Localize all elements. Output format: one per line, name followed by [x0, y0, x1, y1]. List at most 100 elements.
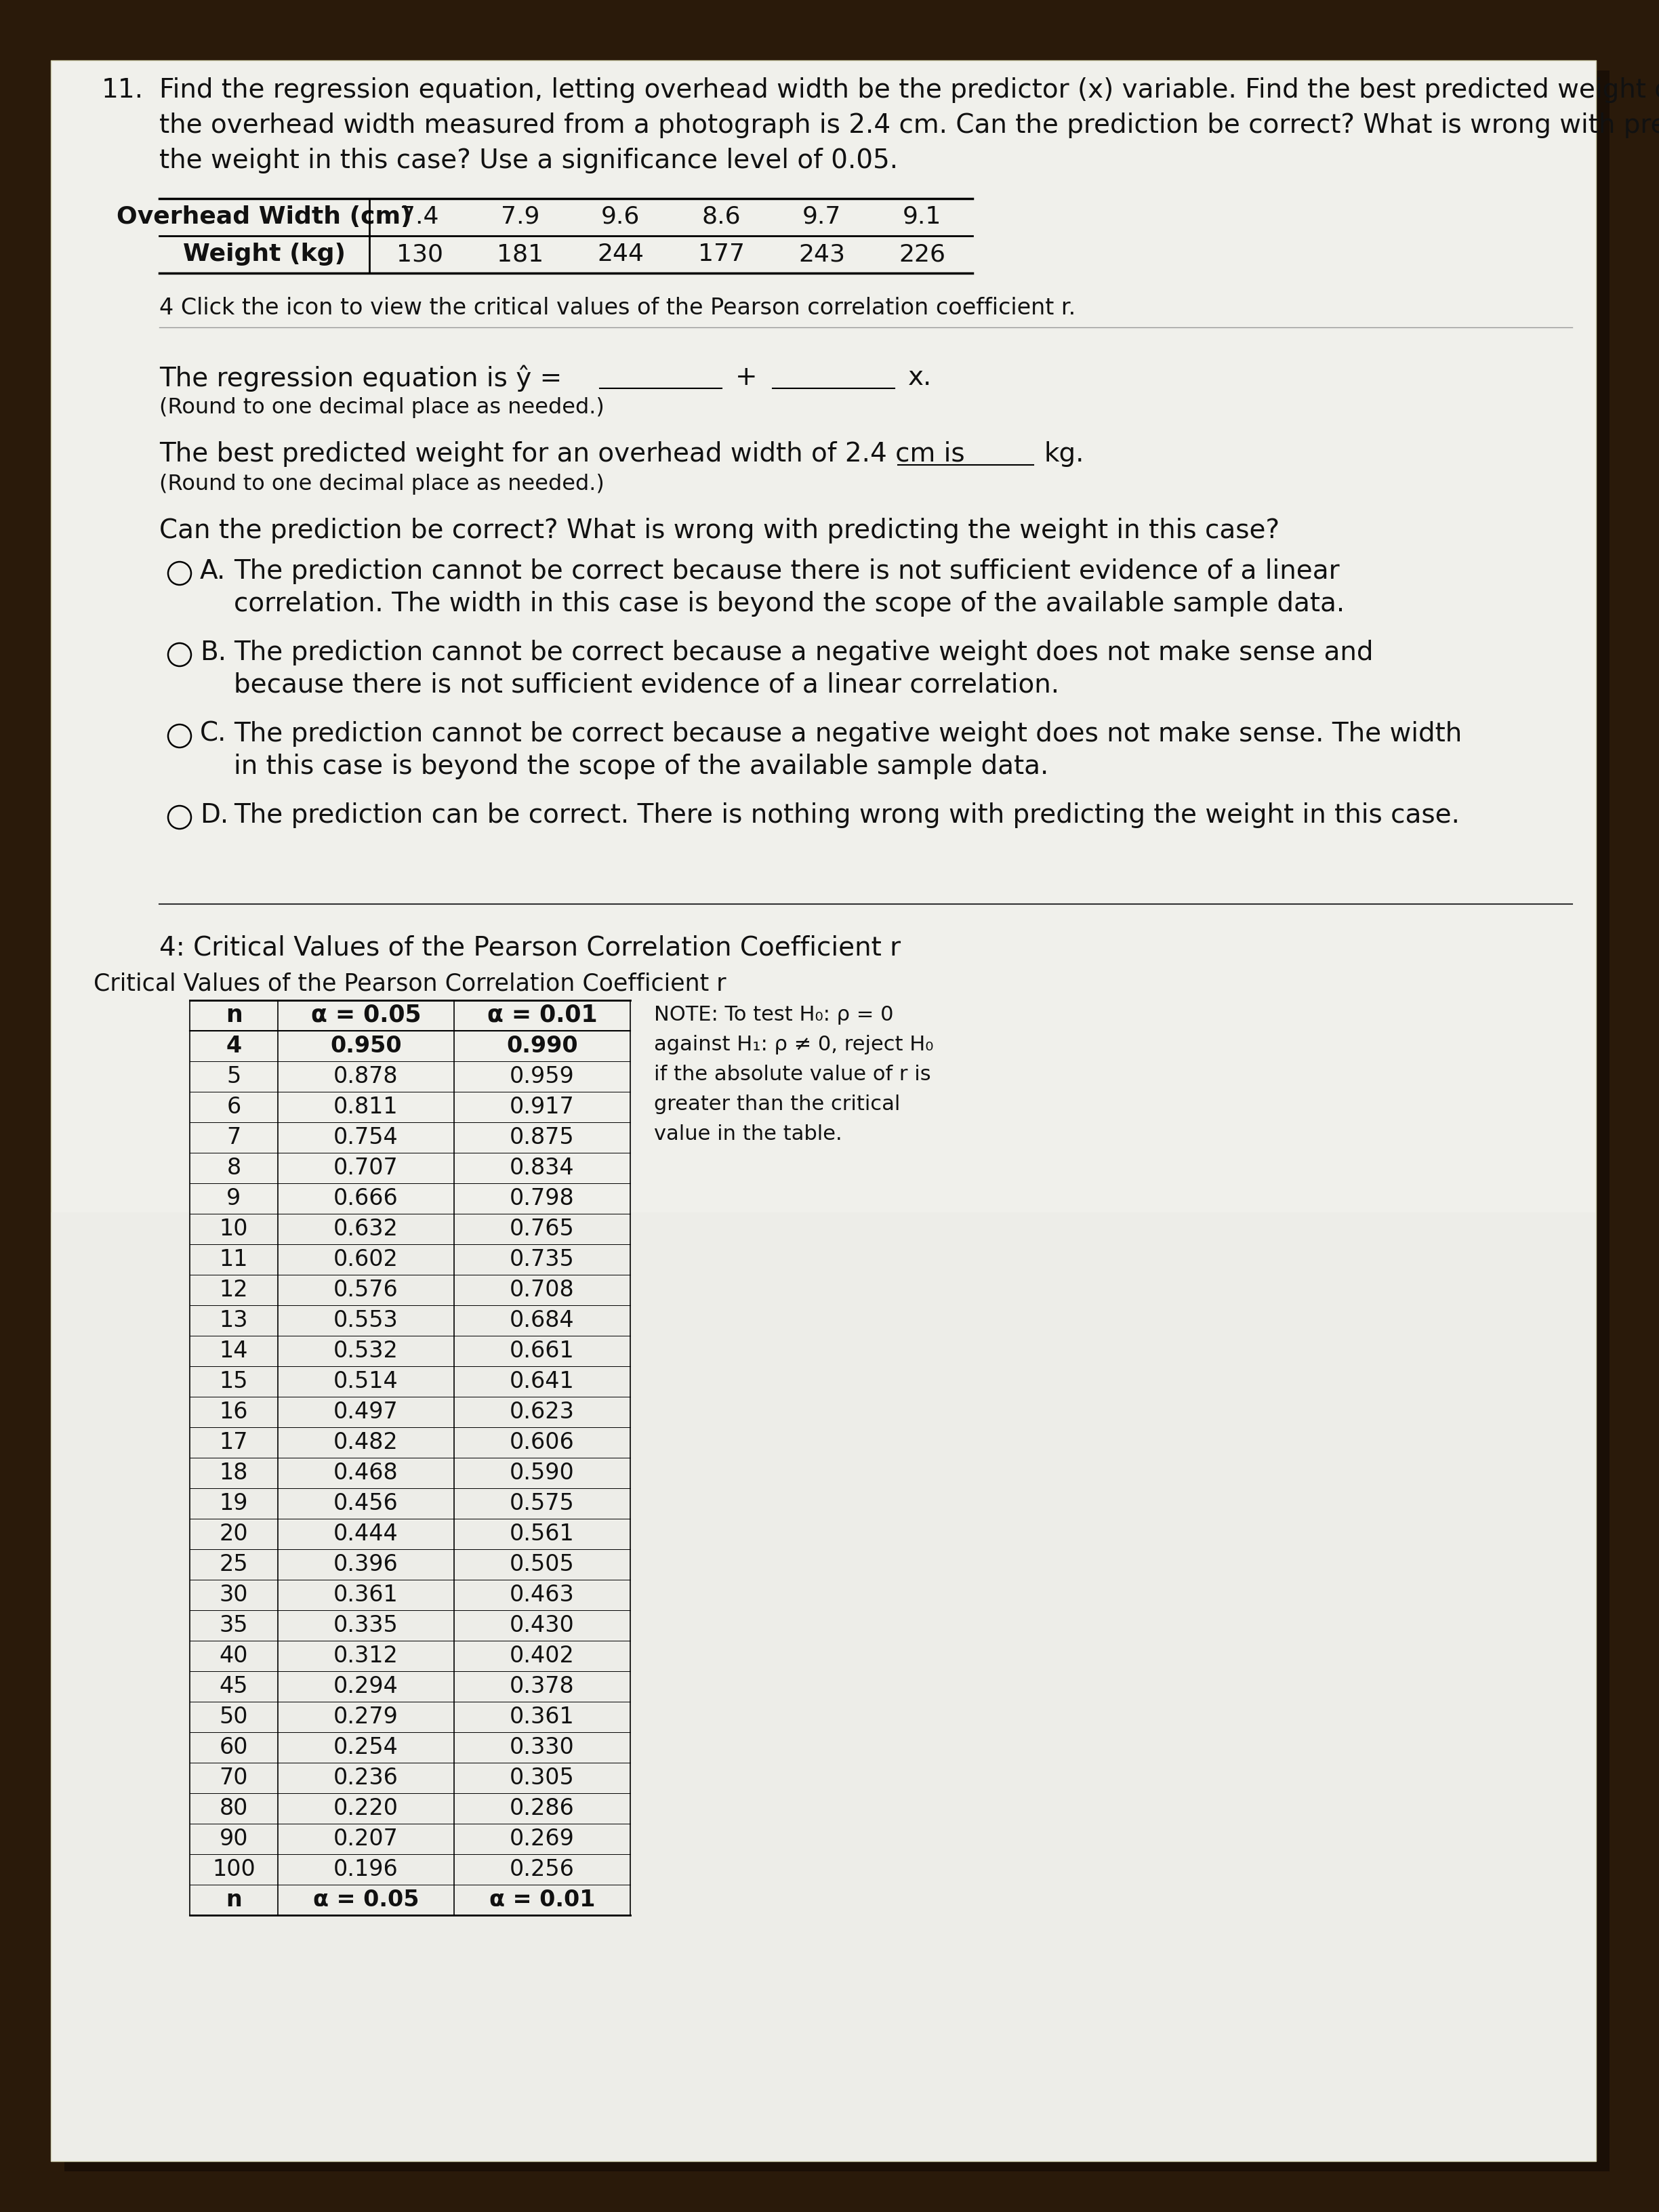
Text: NOTE: To test H₀: ρ = 0: NOTE: To test H₀: ρ = 0: [654, 1006, 894, 1024]
Text: 100: 100: [212, 1858, 255, 1880]
Text: 0.330: 0.330: [509, 1736, 574, 1759]
Text: n: n: [226, 1889, 242, 1911]
Text: 0.602: 0.602: [333, 1248, 398, 1270]
Text: 177: 177: [698, 243, 745, 265]
Text: 9.7: 9.7: [803, 206, 841, 228]
Text: Critical Values of the Pearson Correlation Coefficient r: Critical Values of the Pearson Correlati…: [93, 971, 727, 995]
Text: if the absolute value of r is: if the absolute value of r is: [654, 1064, 931, 1084]
Text: 0.456: 0.456: [333, 1493, 398, 1515]
Text: 0.641: 0.641: [509, 1369, 574, 1394]
Text: 35: 35: [219, 1615, 249, 1637]
Text: 0.811: 0.811: [333, 1095, 398, 1119]
Text: The prediction cannot be correct because a negative weight does not make sense a: The prediction cannot be correct because…: [234, 639, 1374, 666]
Text: 80: 80: [219, 1796, 249, 1820]
Text: 7.4: 7.4: [400, 206, 440, 228]
Text: 9: 9: [227, 1188, 241, 1210]
Text: 0.878: 0.878: [333, 1066, 398, 1088]
FancyBboxPatch shape: [51, 1212, 1596, 2161]
Text: 18: 18: [219, 1462, 249, 1484]
Text: (Round to one decimal place as needed.): (Round to one decimal place as needed.): [159, 398, 604, 418]
Text: 130: 130: [397, 243, 443, 265]
Text: 0.463: 0.463: [509, 1584, 574, 1606]
Text: 40: 40: [219, 1646, 249, 1668]
Text: 0.256: 0.256: [509, 1858, 574, 1880]
Text: 0.220: 0.220: [333, 1796, 398, 1820]
Text: 0.312: 0.312: [333, 1646, 398, 1668]
Text: 4 Click the icon to view the critical values of the Pearson correlation coeffici: 4 Click the icon to view the critical va…: [159, 296, 1075, 319]
Text: n: n: [226, 1004, 242, 1026]
Text: C.: C.: [201, 721, 227, 748]
Text: 20: 20: [219, 1522, 249, 1546]
Text: 0.754: 0.754: [333, 1126, 398, 1148]
Text: 0.590: 0.590: [509, 1462, 574, 1484]
Text: 0.482: 0.482: [333, 1431, 398, 1453]
Text: because there is not sufficient evidence of a linear correlation.: because there is not sufficient evidence…: [234, 672, 1060, 699]
Text: 0.294: 0.294: [333, 1674, 398, 1697]
Text: 0.735: 0.735: [509, 1248, 574, 1270]
Text: 60: 60: [219, 1736, 249, 1759]
Text: 0.396: 0.396: [333, 1553, 398, 1575]
Text: α = 0.05: α = 0.05: [310, 1004, 421, 1026]
Text: 0.765: 0.765: [509, 1219, 574, 1241]
Text: 0.361: 0.361: [509, 1705, 574, 1728]
Text: 0.661: 0.661: [509, 1340, 574, 1363]
Text: greater than the critical: greater than the critical: [654, 1095, 901, 1115]
Text: 0.468: 0.468: [333, 1462, 398, 1484]
Text: 0.335: 0.335: [333, 1615, 398, 1637]
Text: The best predicted weight for an overhead width of 2.4 cm is: The best predicted weight for an overhea…: [159, 440, 966, 467]
Text: 5: 5: [227, 1066, 241, 1088]
Text: correlation. The width in this case is beyond the scope of the available sample : correlation. The width in this case is b…: [234, 591, 1345, 617]
Text: 0.207: 0.207: [333, 1827, 398, 1849]
Text: 0.532: 0.532: [333, 1340, 398, 1363]
Text: 226: 226: [899, 243, 946, 265]
Text: 90: 90: [219, 1827, 249, 1849]
Text: 0.430: 0.430: [509, 1615, 574, 1637]
Text: 4: Critical Values of the Pearson Correlation Coefficient r: 4: Critical Values of the Pearson Correl…: [159, 933, 901, 960]
Text: 0.684: 0.684: [509, 1310, 574, 1332]
Text: the weight in this case? Use a significance level of 0.05.: the weight in this case? Use a significa…: [159, 148, 898, 173]
Text: (Round to one decimal place as needed.): (Round to one decimal place as needed.): [159, 473, 604, 495]
Text: 45: 45: [219, 1674, 249, 1697]
Text: 8.6: 8.6: [702, 206, 740, 228]
Text: 4: 4: [226, 1035, 242, 1057]
Text: B.: B.: [201, 639, 226, 666]
Text: 25: 25: [219, 1553, 249, 1575]
Text: kg.: kg.: [1044, 440, 1083, 467]
Text: 0.708: 0.708: [509, 1279, 574, 1301]
Text: The prediction cannot be correct because a negative weight does not make sense. : The prediction cannot be correct because…: [234, 721, 1462, 748]
Text: D.: D.: [201, 803, 229, 827]
Text: 9.6: 9.6: [601, 206, 640, 228]
Text: 0.402: 0.402: [509, 1646, 574, 1668]
Text: 15: 15: [219, 1369, 249, 1394]
Text: 0.707: 0.707: [333, 1157, 398, 1179]
Text: 243: 243: [798, 243, 844, 265]
Text: 0.606: 0.606: [509, 1431, 574, 1453]
FancyBboxPatch shape: [51, 60, 1596, 2161]
Text: 0.575: 0.575: [509, 1493, 574, 1515]
FancyBboxPatch shape: [65, 71, 1609, 2172]
Text: Overhead Width (cm): Overhead Width (cm): [116, 206, 411, 228]
Text: 0.834: 0.834: [509, 1157, 574, 1179]
Text: 0.959: 0.959: [509, 1066, 574, 1088]
Text: 0.623: 0.623: [509, 1400, 574, 1422]
Text: 0.514: 0.514: [333, 1369, 398, 1394]
Text: 7: 7: [227, 1126, 241, 1148]
Text: +: +: [735, 365, 758, 389]
Text: 0.553: 0.553: [333, 1310, 398, 1332]
Text: 11: 11: [219, 1248, 249, 1270]
Text: 12: 12: [219, 1279, 249, 1301]
Text: The regression equation is ŷ =: The regression equation is ŷ =: [159, 365, 571, 392]
Text: 0.444: 0.444: [333, 1522, 398, 1546]
Text: 0.576: 0.576: [333, 1279, 398, 1301]
Text: 13: 13: [219, 1310, 249, 1332]
Text: 19: 19: [219, 1493, 249, 1515]
Text: Find the regression equation, letting overhead width be the predictor (x) variab: Find the regression equation, letting ov…: [159, 77, 1659, 104]
Text: 16: 16: [219, 1400, 249, 1422]
Text: 0.950: 0.950: [330, 1035, 401, 1057]
Text: 0.279: 0.279: [333, 1705, 398, 1728]
Text: 0.798: 0.798: [509, 1188, 574, 1210]
Text: The prediction can be correct. There is nothing wrong with predicting the weight: The prediction can be correct. There is …: [234, 803, 1460, 827]
Text: α = 0.05: α = 0.05: [314, 1889, 420, 1911]
Text: 244: 244: [597, 243, 644, 265]
Text: 50: 50: [219, 1705, 249, 1728]
